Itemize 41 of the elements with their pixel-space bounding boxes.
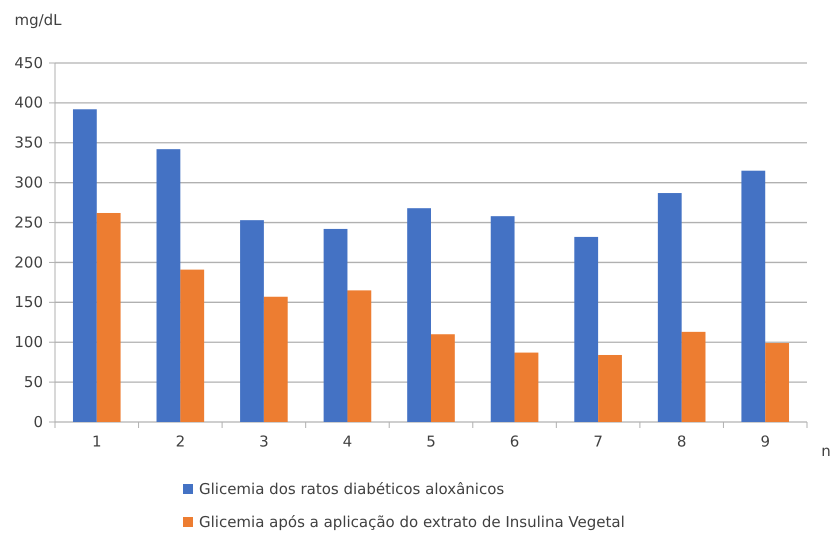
y-tick-label: 200 — [14, 253, 43, 272]
legend-label: Glicemia após a aplicação do extrato de Insulina Vegetal — [199, 513, 625, 531]
y-tick-label: 350 — [14, 134, 43, 152]
y-tick-label: 100 — [14, 333, 43, 352]
bar — [741, 170, 766, 422]
y-tick-label: 150 — [14, 293, 43, 312]
bar — [514, 352, 538, 422]
y-tick-label: 400 — [14, 94, 43, 112]
bar — [658, 193, 682, 422]
x-tick-label: 1 — [92, 432, 102, 451]
bar — [431, 334, 455, 422]
bar — [156, 149, 180, 422]
x-tick-label: 9 — [760, 432, 770, 451]
legend-label: Glicemia dos ratos diabéticos aloxânicos — [199, 480, 504, 498]
y-tick-label: 0 — [33, 412, 43, 431]
bar — [324, 228, 348, 422]
bar — [264, 296, 288, 422]
y-tick-label: 300 — [14, 173, 43, 192]
bar — [490, 216, 515, 422]
y-axis-title: mg/dL — [14, 11, 62, 29]
bar — [96, 212, 121, 422]
bar — [407, 208, 431, 422]
bar — [598, 354, 622, 422]
x-tick-label: 2 — [176, 432, 186, 451]
bar — [180, 270, 204, 422]
y-tick-label: 50 — [24, 372, 43, 391]
x-tick-label: 4 — [342, 432, 352, 451]
x-tick-label: 6 — [510, 432, 520, 451]
x-tick-label: 5 — [426, 432, 436, 451]
y-tick-label: 450 — [14, 54, 43, 72]
bar — [574, 236, 598, 422]
bar — [240, 220, 264, 422]
bar — [72, 109, 97, 422]
x-tick-label: 3 — [259, 432, 269, 451]
x-tick-label: 7 — [593, 432, 603, 451]
x-axis-title: n — [821, 442, 831, 460]
bar — [765, 343, 790, 422]
bar — [682, 332, 706, 422]
y-tick-label: 250 — [14, 213, 43, 232]
bar — [347, 290, 372, 422]
x-tick-label: 8 — [676, 432, 686, 451]
